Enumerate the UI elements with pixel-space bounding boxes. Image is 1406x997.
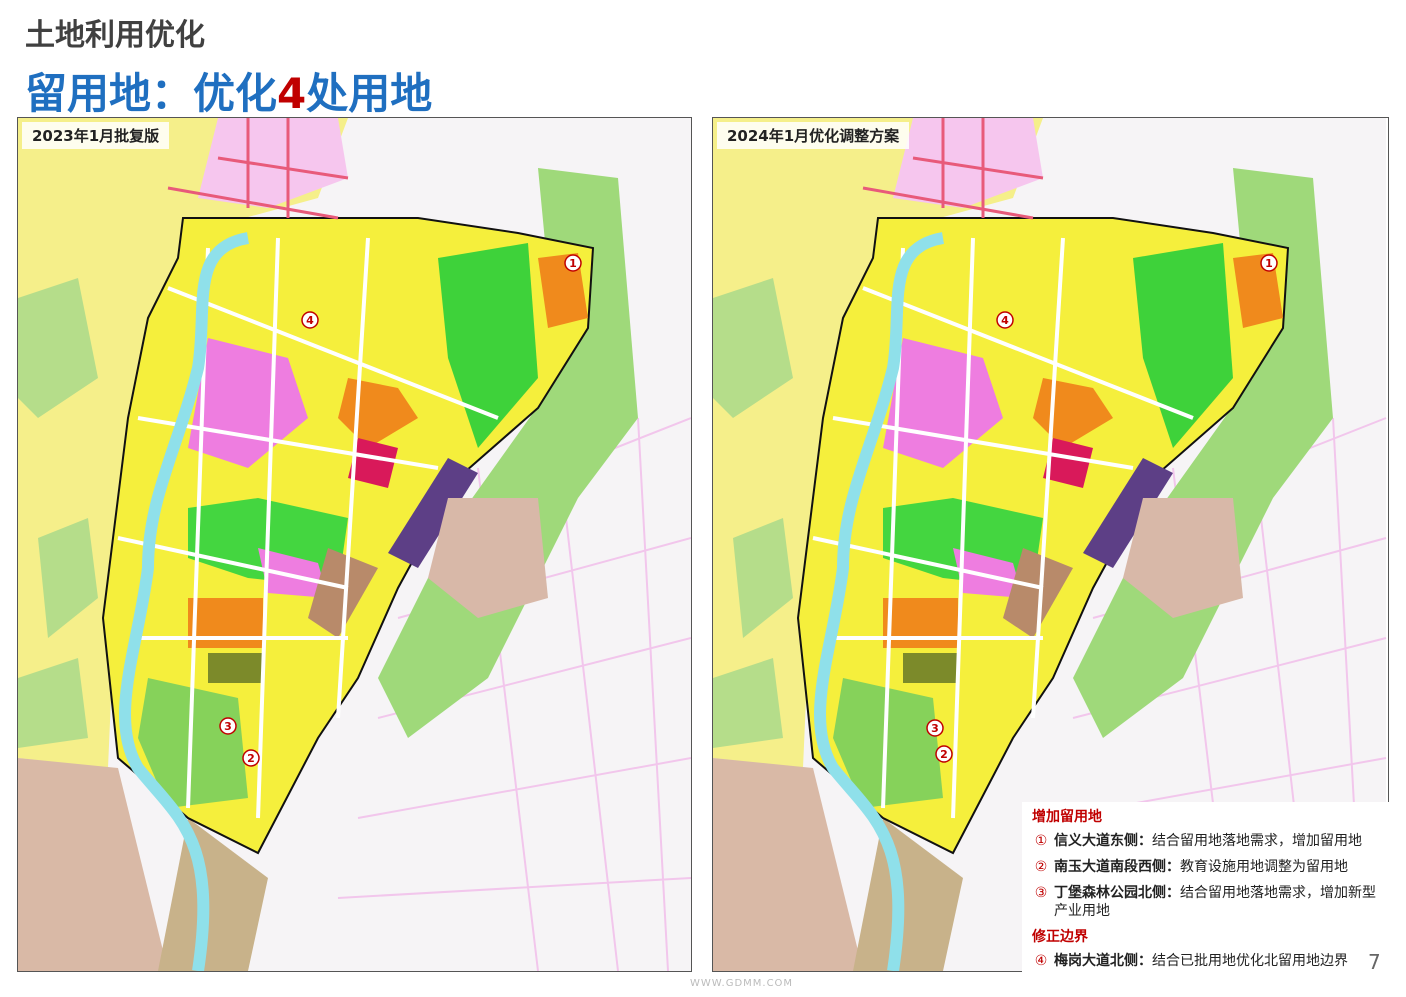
marker-circle xyxy=(1260,254,1278,272)
legend-item: ① 信义大道东侧：结合留用地落地需求，增加留用地 xyxy=(1028,832,1388,850)
watermark: WWW.GDMM.COM xyxy=(690,978,794,989)
marker-circle xyxy=(301,311,319,329)
legend-body: 南玉大道南段西侧：教育设施用地调整为留用地 xyxy=(1054,858,1348,876)
subtitle-text: 留用地：优化 xyxy=(25,69,278,118)
marker-circle xyxy=(996,311,1014,329)
marker-circle xyxy=(926,719,944,737)
legend-text: 结合留用地落地需求，增加留用地 xyxy=(1152,833,1362,849)
legend-item: ③ 丁堡森林公园北侧：结合留用地落地需求，增加新型产业用地 xyxy=(1028,884,1388,920)
marker-circle xyxy=(935,745,953,763)
marker-label: 4 xyxy=(1001,314,1009,327)
marker-label: 3 xyxy=(931,722,939,735)
legend-marker: ② xyxy=(1034,859,1048,875)
page-title: 土地利用优化 xyxy=(25,18,205,53)
legend-name: 丁堡森林公园北侧： xyxy=(1054,885,1180,901)
legend-text: 教育设施用地调整为留用地 xyxy=(1180,859,1348,875)
page-number: 7 xyxy=(1368,950,1381,974)
legend-heading: 修正边界 xyxy=(1032,929,1088,945)
marker-label: 1 xyxy=(1265,257,1273,270)
marker-circle xyxy=(564,254,582,272)
map-label: 2024年1月优化调整方案 xyxy=(717,122,910,149)
subtitle-number: 4 xyxy=(277,69,307,118)
legend-name: 南玉大道南段西侧： xyxy=(1054,859,1180,875)
legend-body: 梅岗大道北侧：结合已批用地优化北留用地边界 xyxy=(1054,952,1348,970)
legend-text: 结合留用地落地需求，增加新型产业用地 xyxy=(1054,885,1376,919)
map-panel: 1 2 3 4 2023年1月批复版 xyxy=(17,117,692,972)
marker-label: 2 xyxy=(940,748,948,761)
marker-circle xyxy=(242,749,260,767)
subtitle-text: 处用地 xyxy=(306,69,433,118)
map-label: 2023年1月批复版 xyxy=(22,122,170,149)
legend: 增加留用地 ① 信义大道东侧：结合留用地落地需求，增加留用地 ② 南玉大道南段西侧：教育… xyxy=(1022,802,1394,982)
legend-body: 信义大道东侧：结合留用地落地需求，增加留用地 xyxy=(1054,832,1362,850)
legend-heading: 增加留用地 xyxy=(1032,809,1102,825)
marker-label: 4 xyxy=(306,314,314,327)
legend-item: ② 南玉大道南段西侧：教育设施用地调整为留用地 xyxy=(1028,858,1388,876)
map: 1 23 4 xyxy=(713,118,1388,971)
marker-circle xyxy=(219,717,237,735)
legend-marker: ③ xyxy=(1034,885,1048,901)
legend-body: 丁堡森林公园北侧：结合留用地落地需求，增加新型产业用地 xyxy=(1054,884,1388,920)
legend-name: 梅岗大道北侧： xyxy=(1054,953,1152,969)
map: 1 2 3 4 xyxy=(18,118,691,971)
legend-text: 结合已批用地优化北留用地边界 xyxy=(1152,953,1348,969)
legend-marker: ① xyxy=(1034,833,1048,849)
legend-item: ④ 梅岗大道北侧：结合已批用地优化北留用地边界 xyxy=(1028,952,1388,970)
legend-name: 信义大道东侧： xyxy=(1054,833,1152,849)
marker-label: 3 xyxy=(224,720,232,733)
marker-label: 2 xyxy=(247,752,255,765)
page-subtitle: 留用地：优化4处用地 xyxy=(25,60,432,121)
marker-label: 1 xyxy=(569,257,577,270)
legend-marker: ④ xyxy=(1034,953,1048,969)
basemap-use xyxy=(18,118,691,971)
